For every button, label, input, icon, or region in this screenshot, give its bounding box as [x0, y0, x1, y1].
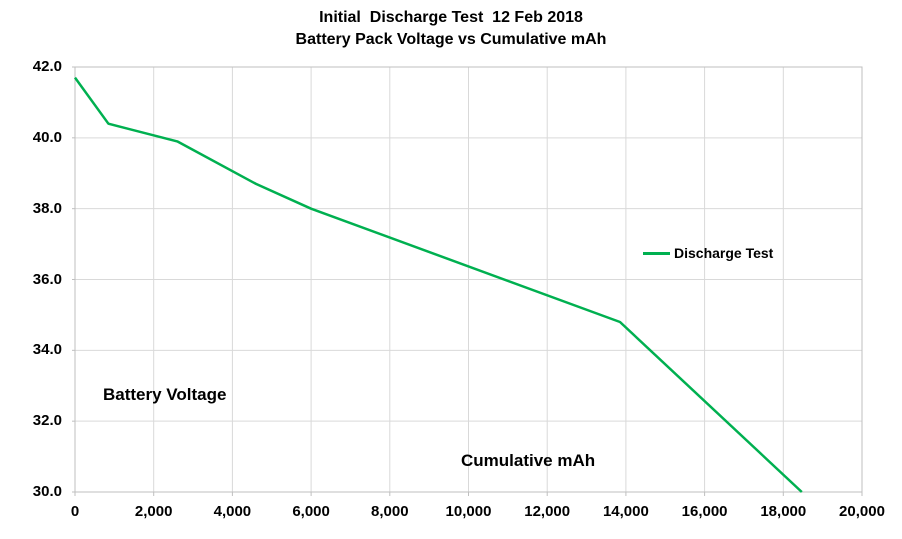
- legend: Discharge Test: [643, 245, 773, 261]
- y-tick-label: 34.0: [32, 341, 62, 359]
- x-tick-label: 12,000: [524, 503, 571, 520]
- discharge-line: [73, 76, 803, 493]
- x-tick-label: 8,000: [371, 503, 409, 520]
- x-tick-label: 6,000: [292, 503, 330, 520]
- x-tick-label: 18,000: [760, 503, 807, 520]
- y-tick-label: 36.0: [32, 270, 62, 288]
- x-tick-label: 20,000: [839, 503, 885, 520]
- x-tick-label: 2,000: [134, 503, 173, 520]
- y-tick-label: 38.0: [32, 199, 62, 217]
- y-axis-label: Battery Voltage: [103, 385, 227, 404]
- legend-label: Discharge Test: [674, 245, 774, 261]
- x-tick-label: 14,000: [602, 503, 649, 520]
- x-axis-label: Cumulative mAh: [461, 451, 596, 470]
- y-tick-label: 30.0: [32, 483, 62, 500]
- y-tick-label: 42.0: [32, 58, 62, 75]
- chart-subtitle: Battery Pack Voltage vs Cumulative mAh: [295, 31, 607, 48]
- legend-line-swatch: [643, 251, 670, 255]
- x-tick-label: 16,000: [681, 503, 728, 520]
- x-tick-label: 4,000: [213, 503, 252, 520]
- x-tick-label: 10,000: [445, 503, 492, 520]
- y-tick-label: 40.0: [32, 128, 62, 146]
- x-tick-label: 0: [70, 503, 80, 520]
- chart-title: Initial Discharge Test 12 Feb 2018: [319, 9, 583, 26]
- y-tick-label: 32.0: [32, 412, 62, 430]
- plot-border: [74, 66, 863, 493]
- chart-title-block: Initial Discharge Test 12 Feb 2018 Batte…: [0, 7, 902, 51]
